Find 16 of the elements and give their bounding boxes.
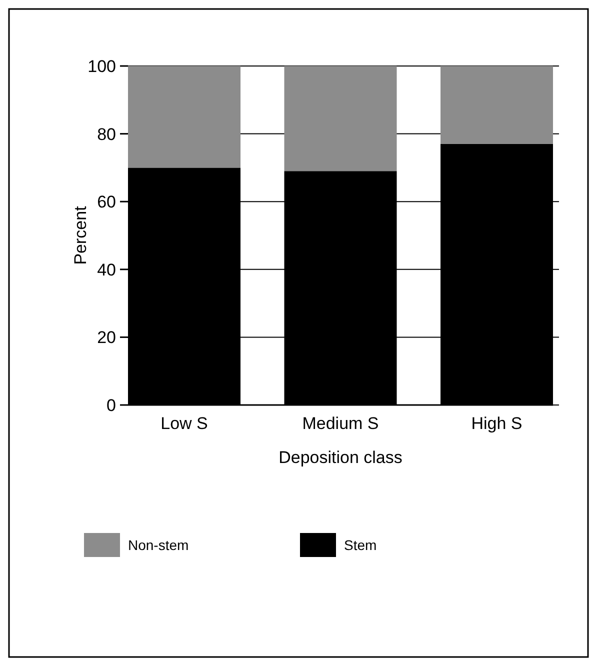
x-tick-label: High S	[471, 414, 522, 433]
y-tick-label: 20	[97, 328, 116, 348]
y-tick-label: 40	[97, 260, 116, 280]
legend-label: Non-stem	[128, 536, 189, 553]
x-axis-title: Deposition class	[278, 448, 402, 467]
x-tick-label: Medium S	[302, 414, 379, 433]
y-tick-label: 0	[106, 396, 116, 415]
x-tick-label: Low S	[160, 414, 208, 433]
y-axis-title: Percent	[71, 206, 90, 265]
y-tick-label: 80	[97, 124, 116, 144]
bar	[440, 66, 553, 144]
legend-label: Stem	[344, 536, 377, 553]
bar	[128, 66, 240, 168]
bar	[284, 66, 397, 172]
y-tick-label: 100	[88, 56, 116, 76]
y-tick-label: 60	[97, 192, 116, 212]
